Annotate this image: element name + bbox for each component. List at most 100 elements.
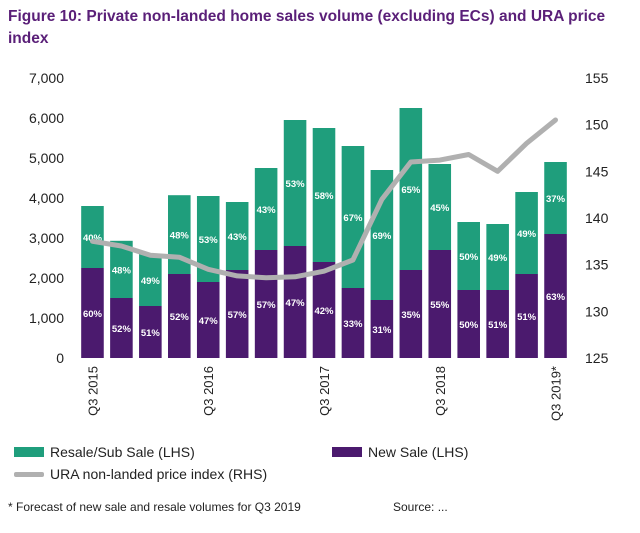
new-sale-bar — [139, 306, 162, 358]
legend-swatch-new-sale — [332, 447, 362, 457]
new-sale-bar — [428, 250, 452, 358]
right-axis-tick-label: 150 — [585, 117, 609, 133]
legend-label-price-index: URA non-landed price index (RHS) — [50, 466, 268, 482]
resale-percent-label: 49% — [517, 229, 537, 240]
resale-percent-label: 48% — [170, 231, 190, 242]
new-sale-percent-label: 52% — [170, 312, 190, 323]
new-sale-percent-label: 63% — [546, 292, 566, 303]
resale-percent-label: 49% — [141, 276, 161, 287]
resale-bar — [254, 168, 278, 250]
resale-percent-label: 40% — [83, 233, 103, 244]
new-sale-bar — [196, 282, 220, 358]
new-sale-percent-label: 47% — [199, 316, 219, 327]
resale-percent-label: 37% — [546, 194, 566, 205]
new-sale-percent-label: 60% — [83, 309, 103, 320]
right-axis-tick-label: 125 — [585, 350, 609, 366]
new-sale-percent-label: 51% — [517, 312, 537, 323]
x-axis-tick-label: Q3 2015 — [85, 366, 100, 416]
resale-percent-label: 65% — [401, 185, 421, 196]
resale-percent-label: 43% — [257, 205, 277, 216]
right-axis-tick-label: 145 — [585, 163, 609, 179]
x-axis-tick-label: Q3 2019* — [549, 366, 564, 421]
resale-bar — [515, 192, 538, 274]
left-axis-tick-label: 2,000 — [29, 270, 64, 286]
new-sale-percent-label: 52% — [112, 324, 132, 335]
left-axis-tick-label: 6,000 — [29, 110, 64, 126]
new-sale-percent-label: 35% — [401, 310, 421, 321]
new-sale-percent-label: 57% — [228, 310, 248, 321]
resale-bar — [544, 162, 567, 234]
new-sale-percent-label: 50% — [459, 320, 479, 331]
right-axis-tick-label: 140 — [585, 210, 609, 226]
resale-bar — [486, 224, 509, 290]
chart: 0 1,000 2,000 3,000 4,000 5,000 6,000 7,000 125… — [29, 70, 609, 421]
resale-bar — [370, 170, 394, 300]
new-sale-percent-label: 31% — [372, 325, 392, 336]
right-axis-tick-label: 155 — [585, 70, 609, 86]
resale-bar — [168, 195, 191, 274]
legend-swatch-price-index — [14, 471, 44, 477]
right-axis-ticks: 125 130 135 140 145 150 155 — [585, 70, 609, 366]
legend-swatch-resale — [14, 447, 44, 457]
resale-bar — [225, 202, 249, 270]
source-note: Source: ... — [393, 500, 448, 514]
left-axis-tick-label: 7,000 — [29, 70, 64, 86]
legend-label-resale: Resale/Sub Sale (LHS) — [50, 444, 195, 460]
legend-item-resale: Resale/Sub Sale (LHS) — [14, 444, 195, 460]
resale-percent-label: 50% — [459, 252, 479, 263]
chart-title: Figure 10: Private non-landed home sales… — [8, 8, 606, 47]
resale-bar — [312, 128, 336, 262]
resale-bar — [283, 120, 307, 246]
new-sale-bar — [110, 298, 133, 358]
resale-bar — [110, 240, 133, 298]
left-axis-tick-label: 0 — [56, 350, 64, 366]
left-axis-tick-label: 4,000 — [29, 190, 64, 206]
new-sale-percent-label: 55% — [430, 300, 450, 311]
new-sale-bar — [399, 270, 423, 358]
x-axis-tick-label: Q3 2018 — [433, 366, 448, 416]
new-sale-bar — [225, 270, 249, 358]
new-sale-percent-label: 42% — [314, 306, 334, 317]
new-sale-bar — [81, 268, 104, 358]
resale-percent-label: 48% — [112, 265, 132, 276]
price-index-line — [90, 117, 558, 281]
new-sale-percent-label: 51% — [488, 320, 508, 331]
resale-percent-label: 43% — [228, 232, 248, 243]
new-sale-bar — [486, 290, 509, 358]
resale-bar — [139, 254, 162, 306]
legend-item-new-sale: New Sale (LHS) — [332, 444, 468, 460]
new-sale-bar — [370, 300, 394, 358]
resale-bar — [196, 196, 220, 282]
resale-percent-label: 69% — [372, 231, 392, 242]
left-axis-tick-label: 5,000 — [29, 150, 64, 166]
new-sale-bar — [312, 262, 336, 358]
resale-bar — [399, 108, 423, 270]
resale-percent-label: 58% — [314, 191, 334, 202]
legend-item-price-index: URA non-landed price index (RHS) — [14, 466, 267, 482]
left-axis-tick-label: 3,000 — [29, 230, 64, 246]
new-sale-bar — [341, 288, 365, 358]
new-sale-percent-label: 47% — [286, 298, 306, 309]
new-sale-percent-label: 33% — [343, 319, 363, 330]
x-axis-tick-label: Q3 2017 — [317, 366, 332, 416]
right-axis-tick-label: 130 — [585, 303, 609, 319]
resale-percent-label: 67% — [343, 213, 363, 224]
left-axis-tick-label: 1,000 — [29, 310, 64, 326]
resale-percent-label: 45% — [430, 203, 450, 214]
left-axis-ticks: 0 1,000 2,000 3,000 4,000 5,000 6,000 7,000 — [29, 70, 64, 366]
new-sale-bar — [457, 290, 480, 358]
resale-bar — [428, 164, 452, 250]
resale-percent-label: 53% — [286, 179, 306, 190]
right-axis-tick-label: 135 — [585, 257, 609, 273]
resale-percent-label: 49% — [488, 253, 508, 264]
bar-percent-labels: 60% 40% 52% 48% 51% 49% 52% 48% 47% 53% 57% 43% 57% 4… — [83, 179, 566, 339]
new-sale-percent-label: 57% — [257, 300, 277, 311]
bar-series — [81, 108, 567, 358]
x-axis-tick-label: Q3 2016 — [201, 366, 216, 416]
resale-bar — [457, 222, 480, 290]
new-sale-bar — [544, 234, 567, 358]
x-axis-ticks: Q3 2015 Q3 2016 Q3 2017 Q3 2018 Q3 2019* — [85, 366, 563, 421]
resale-bar — [81, 206, 104, 268]
new-sale-bar — [515, 274, 538, 358]
new-sale-bar — [168, 274, 191, 358]
